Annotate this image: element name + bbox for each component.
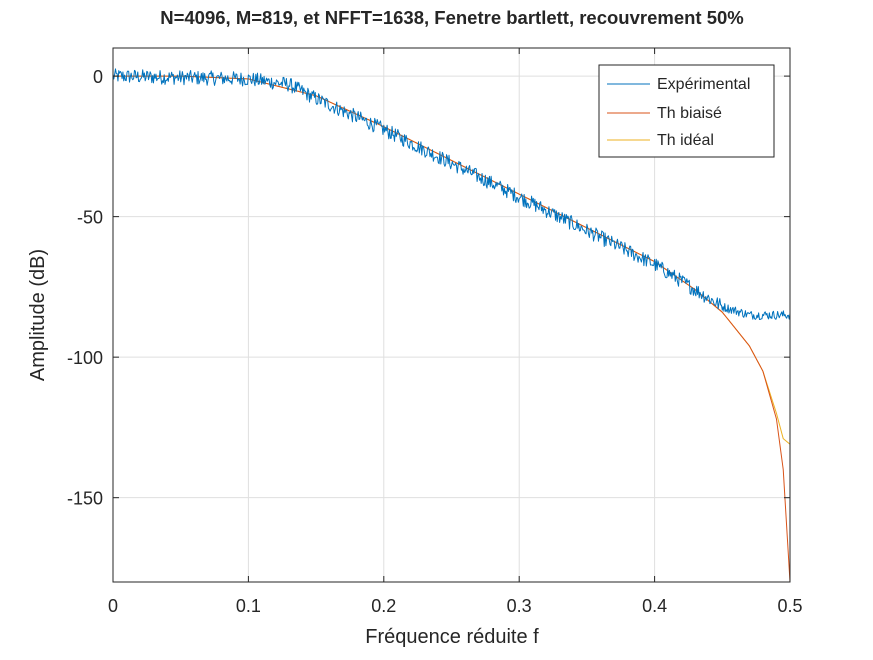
x-axis-label: Fréquence réduite f — [365, 626, 539, 648]
legend-box — [598, 64, 775, 158]
legend-label-th-biaise: Th biaisé — [657, 105, 722, 122]
y-tick-label: 0 — [93, 67, 103, 87]
x-tick-label: 0.2 — [371, 596, 396, 616]
axes-box — [112, 47, 791, 583]
ticks — [112, 48, 791, 582]
legend-entry-experimental: Expérimental — [607, 76, 750, 93]
y-tick-label: -150 — [67, 489, 103, 509]
legend-entry-th-ideal: Th idéal — [607, 132, 714, 149]
y-tick-label: -100 — [67, 348, 103, 368]
x-tick-label: 0.5 — [777, 596, 802, 616]
x-tick-label: 0 — [108, 596, 118, 616]
tick-labels: 0 0.1 0.2 0.3 0.4 0.5 0 -50 -100 -150 — [67, 67, 803, 616]
x-tick-label: 0.3 — [507, 596, 532, 616]
chart-title: N=4096, M=819, et NFFT=1638, Fenetre bar… — [160, 7, 744, 28]
x-tick-label: 0.1 — [236, 596, 261, 616]
legend-label-experimental: Expérimental — [657, 76, 750, 93]
y-axis-label: Amplitude (dB) — [27, 249, 49, 381]
x-tick-label: 0.4 — [642, 596, 667, 616]
legend-label-th-ideal: Th idéal — [657, 132, 714, 149]
series-layer — [112, 68, 791, 583]
legend: Expérimental Th biaisé Th idéal — [598, 64, 775, 158]
legend-entry-th-biaise: Th biaisé — [607, 105, 722, 122]
y-tick-label: -50 — [77, 208, 103, 228]
series-line-0 — [112, 68, 791, 320]
